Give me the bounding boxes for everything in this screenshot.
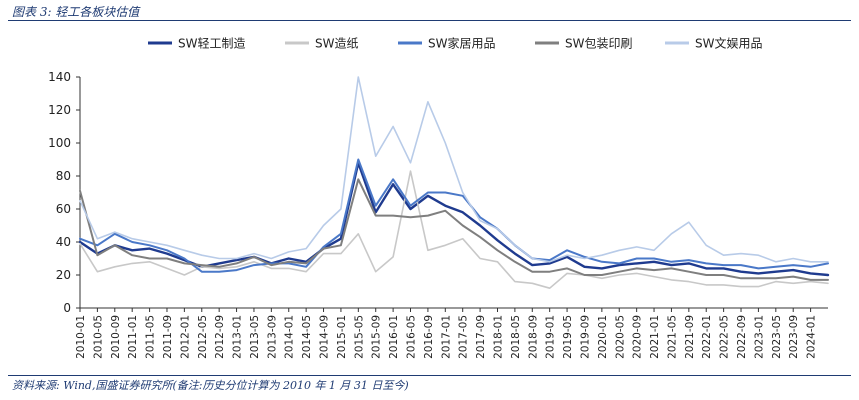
legend-label: SW造纸 xyxy=(315,37,358,51)
x-tick-label: 2023-05 xyxy=(771,315,783,359)
x-tick-label: 2016-01 xyxy=(388,315,400,359)
x-tick-label: 2020-09 xyxy=(632,315,644,359)
x-tick-label: 2024-01 xyxy=(806,315,818,359)
x-tick-label: 2021-01 xyxy=(649,315,661,359)
y-tick-label: 20 xyxy=(56,268,71,282)
x-tick-label: 2021-05 xyxy=(666,315,678,359)
x-tick-label: 2010-09 xyxy=(110,315,122,359)
x-tick-label: 2014-09 xyxy=(319,315,331,359)
x-tick-label: 2010-05 xyxy=(92,315,104,359)
x-tick-label: 2011-05 xyxy=(145,315,157,359)
y-tick-label: 0 xyxy=(63,301,71,315)
series-line xyxy=(79,158,829,273)
legend-label: SW包装印刷 xyxy=(565,37,632,51)
x-tick-label: 2018-01 xyxy=(492,315,504,359)
x-tick-label: 2011-01 xyxy=(127,315,139,359)
x-tick-label: 2017-09 xyxy=(475,315,487,359)
x-tick-label: 2012-01 xyxy=(179,315,191,359)
x-tick-label: 2014-01 xyxy=(284,315,296,359)
x-tick-label: 2014-05 xyxy=(301,315,313,359)
chart-legend: SW轻工制造 SW造纸 SW家居用品 SW包装印刷 SW文娱用品 xyxy=(148,36,762,51)
legend-item: SW文娱用品 xyxy=(665,36,762,51)
x-tick-label: 2011-09 xyxy=(162,315,174,359)
y-tick-label: 80 xyxy=(56,169,71,183)
x-tick-label: 2010-01 xyxy=(75,315,87,359)
x-tick-label: 2012-05 xyxy=(197,315,209,359)
x-tick-label: 2021-09 xyxy=(684,315,696,359)
x-tick-label: 2017-01 xyxy=(440,315,452,359)
chart-axes: 0 20 40 60 80 100 120 140 2010-01 2010-05 2010-09 2… xyxy=(48,70,828,359)
x-tick-label: 2022-01 xyxy=(701,315,713,359)
source-note: 资料来源: Wind,国盛证券研究所(备注:历史分位计算为 2010 年 1 月… xyxy=(12,379,409,392)
series-line xyxy=(79,76,829,263)
legend-item: SW轻工制造 xyxy=(148,37,245,51)
x-tick-label: 2023-01 xyxy=(753,315,765,359)
x-tick-label: 2020-01 xyxy=(597,315,609,359)
x-tick-label: 2015-01 xyxy=(336,315,348,359)
valuation-line-chart: SW轻工制造 SW造纸 SW家居用品 SW包装印刷 SW文娱用品 0 20 40 60 80 10… xyxy=(48,36,830,359)
chart-plot-area xyxy=(78,76,830,290)
y-tick-label: 60 xyxy=(56,202,71,216)
x-tick-label: 2013-09 xyxy=(266,315,278,359)
x-tick-label: 2023-09 xyxy=(788,315,800,359)
y-tick-label: 100 xyxy=(48,136,71,150)
legend-label: SW家居用品 xyxy=(428,36,495,51)
series-line xyxy=(79,170,829,290)
x-tick-label: 2022-09 xyxy=(736,315,748,359)
x-tick-label: 2013-01 xyxy=(232,315,244,359)
series-line xyxy=(79,178,829,281)
x-tick-label: 2019-05 xyxy=(562,315,574,359)
x-tick-label: 2018-09 xyxy=(527,315,539,359)
figure-caption: 图表 3: 轻工各板块估值 xyxy=(12,5,140,19)
y-tick-label: 140 xyxy=(48,70,71,84)
legend-item: SW造纸 xyxy=(285,37,358,51)
y-tick-label: 40 xyxy=(56,235,71,249)
x-tick-label: 2012-09 xyxy=(214,315,226,359)
x-tick-label: 2013-05 xyxy=(249,315,261,359)
x-tick-label: 2015-05 xyxy=(353,315,365,359)
caption-rule xyxy=(8,20,851,21)
legend-label: SW轻工制造 xyxy=(178,37,245,51)
x-tick-label: 2019-09 xyxy=(579,315,591,359)
x-tick-label: 2022-05 xyxy=(719,315,731,359)
x-tick-label: 2019-01 xyxy=(545,315,557,359)
legend-item: SW包装印刷 xyxy=(535,37,632,51)
footer-rule xyxy=(8,375,851,376)
x-tick-label: 2015-09 xyxy=(371,315,383,359)
x-tick-label: 2017-05 xyxy=(458,315,470,359)
legend-item: SW家居用品 xyxy=(398,36,495,51)
x-tick-label: 2020-05 xyxy=(614,315,626,359)
x-tick-label: 2016-09 xyxy=(423,315,435,359)
x-tick-label: 2016-05 xyxy=(406,315,418,359)
y-tick-label: 120 xyxy=(48,103,71,117)
x-tick-label: 2018-05 xyxy=(510,315,522,359)
legend-label: SW文娱用品 xyxy=(695,36,762,51)
